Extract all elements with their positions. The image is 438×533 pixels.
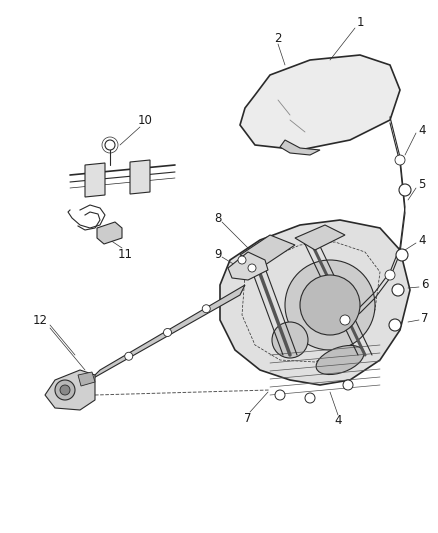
Polygon shape xyxy=(45,370,95,410)
Circle shape xyxy=(399,184,411,196)
Circle shape xyxy=(305,393,315,403)
Circle shape xyxy=(55,380,75,400)
Text: 7: 7 xyxy=(421,311,429,325)
Polygon shape xyxy=(220,220,410,385)
Circle shape xyxy=(396,249,408,261)
Ellipse shape xyxy=(316,345,364,375)
Polygon shape xyxy=(228,252,268,280)
Polygon shape xyxy=(280,140,320,155)
Polygon shape xyxy=(240,55,400,150)
Circle shape xyxy=(248,264,256,272)
Circle shape xyxy=(272,322,308,358)
Text: 7: 7 xyxy=(244,411,252,424)
Polygon shape xyxy=(78,372,95,386)
Circle shape xyxy=(285,260,375,350)
Circle shape xyxy=(163,328,172,336)
Text: 6: 6 xyxy=(421,279,429,292)
Polygon shape xyxy=(85,163,105,197)
Text: 12: 12 xyxy=(32,313,47,327)
Text: 2: 2 xyxy=(274,31,282,44)
Polygon shape xyxy=(240,235,295,265)
Text: 4: 4 xyxy=(418,124,426,136)
Text: 1: 1 xyxy=(356,15,364,28)
Text: 4: 4 xyxy=(334,414,342,426)
Text: 8: 8 xyxy=(214,212,222,224)
Circle shape xyxy=(395,155,405,165)
Polygon shape xyxy=(97,222,122,244)
Text: 9: 9 xyxy=(214,248,222,262)
Text: 10: 10 xyxy=(138,114,152,126)
Text: 5: 5 xyxy=(418,179,426,191)
Circle shape xyxy=(300,275,360,335)
Text: 4: 4 xyxy=(418,233,426,246)
Circle shape xyxy=(385,270,395,280)
Text: 11: 11 xyxy=(117,248,133,262)
Circle shape xyxy=(389,319,401,331)
Circle shape xyxy=(105,140,115,150)
Polygon shape xyxy=(130,160,150,194)
Circle shape xyxy=(60,385,70,395)
Circle shape xyxy=(125,352,133,360)
Circle shape xyxy=(275,390,285,400)
Circle shape xyxy=(238,256,246,264)
Polygon shape xyxy=(90,285,245,380)
Circle shape xyxy=(343,380,353,390)
Polygon shape xyxy=(295,225,345,250)
Circle shape xyxy=(340,315,350,325)
Circle shape xyxy=(392,284,404,296)
Circle shape xyxy=(202,305,210,313)
